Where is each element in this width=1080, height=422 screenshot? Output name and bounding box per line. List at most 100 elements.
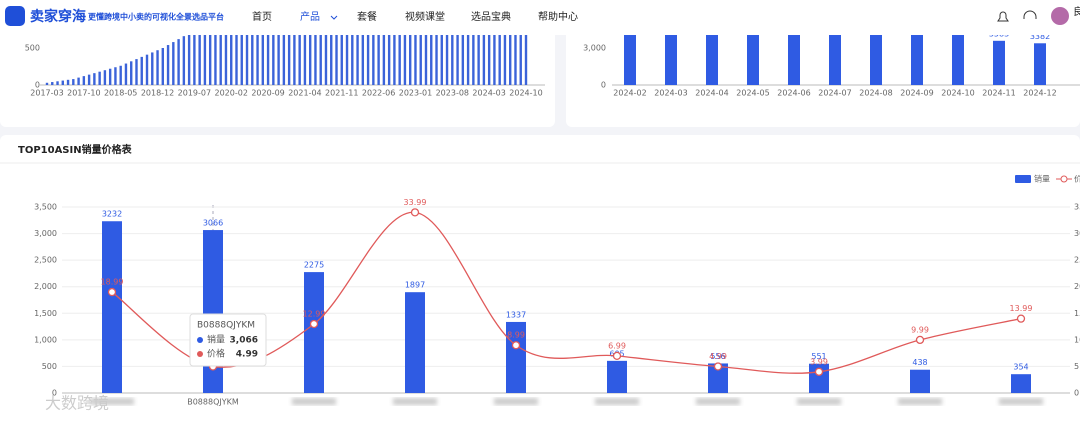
x-tick-label: 2024-10 — [941, 89, 974, 98]
y-tick-label: 2,500 — [34, 256, 57, 265]
legend-swatch — [1015, 175, 1031, 183]
x-tick-label: 2021-11 — [325, 89, 358, 98]
chart: TOP10ASIN销量价格表 0 500 1,000 1,500 2,000 2,500 3… — [0, 143, 1080, 407]
bar — [498, 35, 501, 85]
data-label: 1897 — [405, 281, 425, 290]
bar — [87, 74, 91, 85]
bar — [466, 35, 470, 85]
y2-tick-label: 30 — [1074, 229, 1080, 238]
avatar[interactable] — [1051, 7, 1069, 25]
bar — [356, 35, 359, 85]
bar — [266, 35, 270, 85]
x-tick-label: 2024-02 — [613, 89, 646, 98]
x-tick-label: 2024-05 — [736, 89, 769, 98]
bar — [403, 35, 407, 85]
bar — [298, 35, 301, 85]
legend-label: 销量 — [1034, 174, 1050, 184]
bar — [93, 73, 96, 85]
bar — [319, 35, 322, 85]
bar — [156, 50, 159, 85]
x-tick-label: 2018-12 — [141, 89, 174, 98]
bar — [366, 35, 370, 85]
bar — [151, 52, 154, 85]
legend-marker — [1060, 175, 1068, 183]
bar — [340, 35, 343, 85]
bar — [910, 369, 930, 393]
data-label: 3232 — [102, 210, 122, 219]
bar — [193, 35, 196, 85]
bar — [461, 35, 465, 85]
y2-tick-label: 15 — [1074, 309, 1080, 318]
bar — [747, 35, 759, 85]
y-tick-label: 500 — [42, 362, 57, 371]
x-tick-label: 2021-04 — [288, 89, 321, 98]
bar — [870, 35, 882, 85]
bar — [293, 35, 296, 85]
chart: 0 500 2017-03 2017-10 2018-05 2018-12 2019-07 2… — [25, 35, 545, 98]
point — [309, 319, 319, 329]
tooltip-dot — [197, 337, 203, 343]
bar — [1011, 374, 1031, 393]
watermark: 大数跨境 — [45, 394, 109, 413]
bar — [408, 35, 412, 85]
bar — [911, 35, 923, 85]
bar — [514, 35, 517, 85]
data-label: 33.99 — [404, 198, 427, 207]
bar — [335, 35, 338, 85]
menu-item[interactable]: 视频课堂 — [405, 10, 445, 23]
menu-item[interactable]: 首页 — [252, 10, 272, 23]
x-tick-label: 2024-11 — [982, 89, 1015, 98]
logo: 卖家穿海 — [30, 8, 86, 25]
bar — [124, 63, 128, 85]
point — [1016, 314, 1026, 323]
data-label: 9.99 — [911, 325, 929, 334]
bar — [61, 80, 64, 85]
menu-item[interactable]: 帮助中心 — [538, 10, 578, 23]
bar — [398, 35, 401, 85]
bar — [166, 45, 170, 85]
x-tick-label: 2024-10 — [509, 89, 542, 98]
bar — [272, 35, 275, 85]
bar — [708, 363, 728, 393]
bar — [303, 35, 307, 85]
bar — [114, 67, 117, 85]
y-tick-label: 0 — [35, 81, 40, 90]
x-tick-label: 2024-03 — [654, 89, 687, 98]
data-label: 6.99 — [608, 341, 626, 350]
data-label: 551 — [811, 352, 826, 361]
bar — [51, 82, 54, 85]
bar — [102, 221, 122, 393]
bell-icon[interactable] — [997, 11, 1009, 22]
x-tick-label: 2024-06 — [777, 89, 810, 98]
x-tick-label: 2018-05 — [104, 89, 137, 98]
chevron — [330, 15, 338, 20]
bar — [382, 35, 386, 85]
bar — [172, 42, 175, 85]
blurred-label — [999, 398, 1043, 405]
bar — [440, 35, 443, 85]
bar — [414, 35, 417, 85]
x-tick-label: 2024-07 — [818, 89, 851, 98]
bar — [261, 35, 265, 85]
menu-item[interactable]: 套餐 — [357, 10, 377, 23]
menu-item[interactable]: 选品宝典 — [471, 10, 511, 23]
bar — [482, 35, 486, 85]
x-tick-label: B0888QJYKM — [187, 398, 239, 407]
bar — [208, 35, 212, 85]
bar — [66, 79, 70, 85]
bar — [135, 59, 138, 85]
bar — [304, 272, 324, 393]
y2-tick-label: 25 — [1074, 256, 1080, 265]
data-label: 354 — [1013, 363, 1028, 372]
bar — [314, 35, 317, 85]
bar — [214, 35, 217, 85]
menu-item[interactable]: 产品 — [300, 10, 320, 23]
data-label: 2275 — [304, 261, 324, 270]
bar — [77, 77, 80, 85]
bar — [607, 360, 627, 393]
bar — [788, 35, 800, 85]
x-tick-label: 2020-09 — [251, 89, 284, 98]
support-icon[interactable] — [1023, 10, 1037, 19]
bar — [256, 35, 259, 85]
